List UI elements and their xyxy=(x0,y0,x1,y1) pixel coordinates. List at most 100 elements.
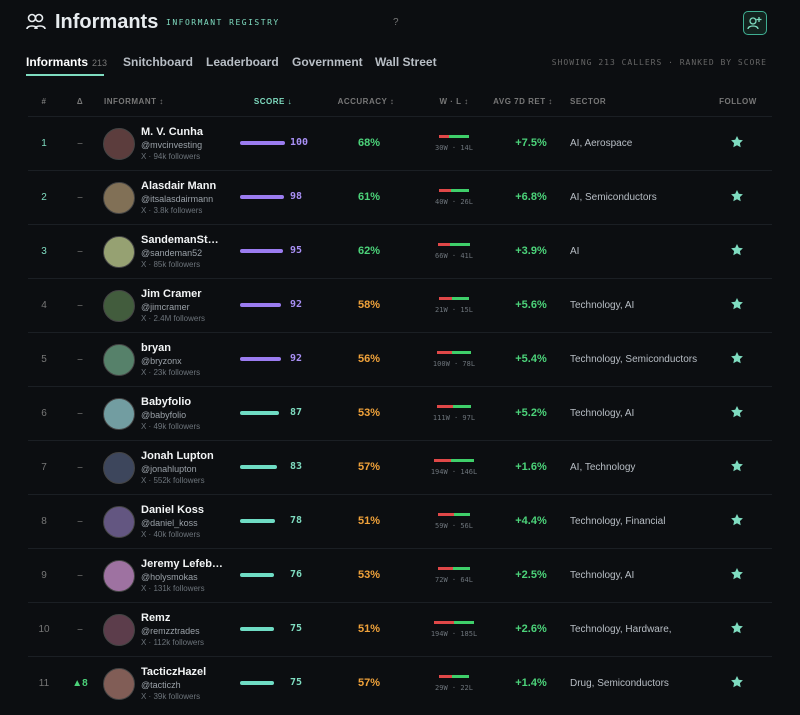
handle: @jimcramer xyxy=(141,302,190,312)
follow-star[interactable] xyxy=(730,135,744,149)
sector: Technology, Hardware, xyxy=(570,624,672,635)
follow-star[interactable] xyxy=(730,675,744,689)
wins-bar xyxy=(451,675,469,678)
star-icon xyxy=(731,244,743,256)
delta: ▲8 xyxy=(72,678,88,689)
table-row[interactable]: 9 – Jeremy Lefeb… @holysmokas X · 131k follo… xyxy=(28,548,772,603)
accuracy: 51% xyxy=(357,515,381,527)
win-loss: 21W · 15L xyxy=(435,306,473,314)
avg-return: +1.6% xyxy=(515,461,547,473)
score: 76 xyxy=(290,569,303,580)
accuracy: 57% xyxy=(357,461,381,473)
follow-star[interactable] xyxy=(730,405,744,419)
table-row[interactable]: 3 – SandemanSt… @sandeman52 X · 85k follower… xyxy=(28,224,772,279)
losses-bar xyxy=(438,513,454,516)
column-header[interactable]: ACCURACY ↕ xyxy=(337,97,395,106)
followers: X · 2.4M followers xyxy=(141,314,206,323)
score-bar xyxy=(240,573,275,577)
column-header[interactable]: INFORMANT ↕ xyxy=(104,97,164,106)
followers: X · 85k followers xyxy=(141,260,201,269)
delta: – xyxy=(77,354,83,365)
score: 98 xyxy=(290,191,303,202)
win-loss-bar xyxy=(438,513,470,516)
score-bar xyxy=(240,681,274,685)
followers: X · 131k followers xyxy=(141,584,205,593)
losses-bar xyxy=(439,297,452,300)
score-bar xyxy=(240,249,283,253)
follow-star[interactable] xyxy=(730,513,744,527)
wins-bar xyxy=(451,459,474,462)
logo-icon xyxy=(26,13,46,30)
active-tab-underline xyxy=(26,74,104,76)
delta: – xyxy=(77,516,83,527)
table-row[interactable]: 5 – bryan @bryzonx X · 23k followers 92 56% 100… xyxy=(28,332,772,387)
tab-label: Government xyxy=(292,55,363,69)
win-loss-bar xyxy=(438,189,470,192)
avatar xyxy=(103,236,135,268)
star-icon xyxy=(731,136,743,148)
follow-star[interactable] xyxy=(730,567,744,581)
table-row[interactable]: 2 – Alasdair Mann @itsalasdairmann X · 3.8k … xyxy=(28,170,772,225)
rank: 1 xyxy=(41,138,47,149)
handle: @babyfolio xyxy=(141,410,187,420)
follow-star[interactable] xyxy=(730,297,744,311)
tab[interactable]: Government xyxy=(292,55,363,69)
sector: Technology, AI xyxy=(570,570,635,581)
column-header: Δ xyxy=(76,97,84,106)
losses-bar xyxy=(433,621,454,624)
sector: Technology, AI xyxy=(570,300,635,311)
avatar xyxy=(103,128,135,160)
avg-return: +5.6% xyxy=(515,299,547,311)
tab[interactable]: Wall Street xyxy=(375,55,437,69)
table-row[interactable]: 6 – Babyfolio @babyfolio X · 49k followers 87… xyxy=(28,386,772,441)
summary: SHOWING 213 CALLERS · RANKED BY SCORE xyxy=(551,58,767,67)
score: 92 xyxy=(290,299,303,310)
avg-return: +1.4% xyxy=(515,677,547,689)
delta: – xyxy=(77,624,83,635)
follow-star[interactable] xyxy=(730,189,744,203)
win-loss: 72W · 64L xyxy=(435,576,473,584)
losses-bar xyxy=(434,459,452,462)
tab[interactable]: Snitchboard xyxy=(123,55,193,69)
table-row[interactable]: 11 ▲8 TacticzHazel @tacticzh X · 39k followe… xyxy=(28,656,772,711)
table-row[interactable]: 8 – Daniel Koss @daniel_koss X · 40k followe… xyxy=(28,494,772,549)
accuracy: 68% xyxy=(357,137,381,149)
tab[interactable]: Leaderboard xyxy=(206,55,279,69)
followers: X · 49k followers xyxy=(141,422,201,431)
win-loss-bar xyxy=(438,243,470,246)
rank: 4 xyxy=(41,300,47,311)
rank: 5 xyxy=(41,354,47,365)
column-header[interactable]: W · L ↕ xyxy=(439,97,469,106)
handle: @sandeman52 xyxy=(141,248,203,258)
column-header[interactable]: SCORE ↓ xyxy=(253,97,293,106)
follow-star[interactable] xyxy=(730,351,744,365)
wins-bar xyxy=(452,405,472,408)
score: 92 xyxy=(290,353,303,364)
table-row[interactable]: 10 – Remz @remzztrades X · 112k followers 75 5… xyxy=(28,602,772,657)
handle: @tacticzh xyxy=(141,680,181,690)
handle: @bryzonx xyxy=(141,356,182,366)
win-loss-bar xyxy=(439,135,469,138)
tab[interactable]: Informants 213 xyxy=(26,55,107,69)
rank: 10 xyxy=(38,624,50,635)
delta: – xyxy=(77,246,83,257)
handle: @itsalasdairmann xyxy=(141,194,214,204)
follow-star[interactable] xyxy=(730,459,744,473)
delta: – xyxy=(77,570,83,581)
table-row[interactable]: 7 – Jonah Lupton @jonahlupton X · 552k follo… xyxy=(28,440,772,495)
losses-bar xyxy=(437,567,454,570)
help[interactable]: ? xyxy=(393,17,399,28)
score-bar xyxy=(240,465,278,469)
accuracy: 56% xyxy=(357,353,381,365)
star-icon xyxy=(731,622,743,634)
name: SandemanSt… xyxy=(141,234,219,246)
column-header[interactable]: AVG 7D RET ↕ xyxy=(493,97,553,106)
follow-star[interactable] xyxy=(730,621,744,635)
follow-star[interactable] xyxy=(730,243,744,257)
table-row[interactable]: 1 – M. V. Cunha @mvcinvesting X · 94k follow… xyxy=(28,116,772,171)
losses-bar xyxy=(438,189,451,192)
table-row[interactable]: 4 – Jim Cramer @jimcramer X · 2.4M followers… xyxy=(28,278,772,333)
win-loss: 30W · 14L xyxy=(435,144,473,152)
sector: AI xyxy=(570,246,580,257)
add-informant-button[interactable] xyxy=(743,11,767,35)
